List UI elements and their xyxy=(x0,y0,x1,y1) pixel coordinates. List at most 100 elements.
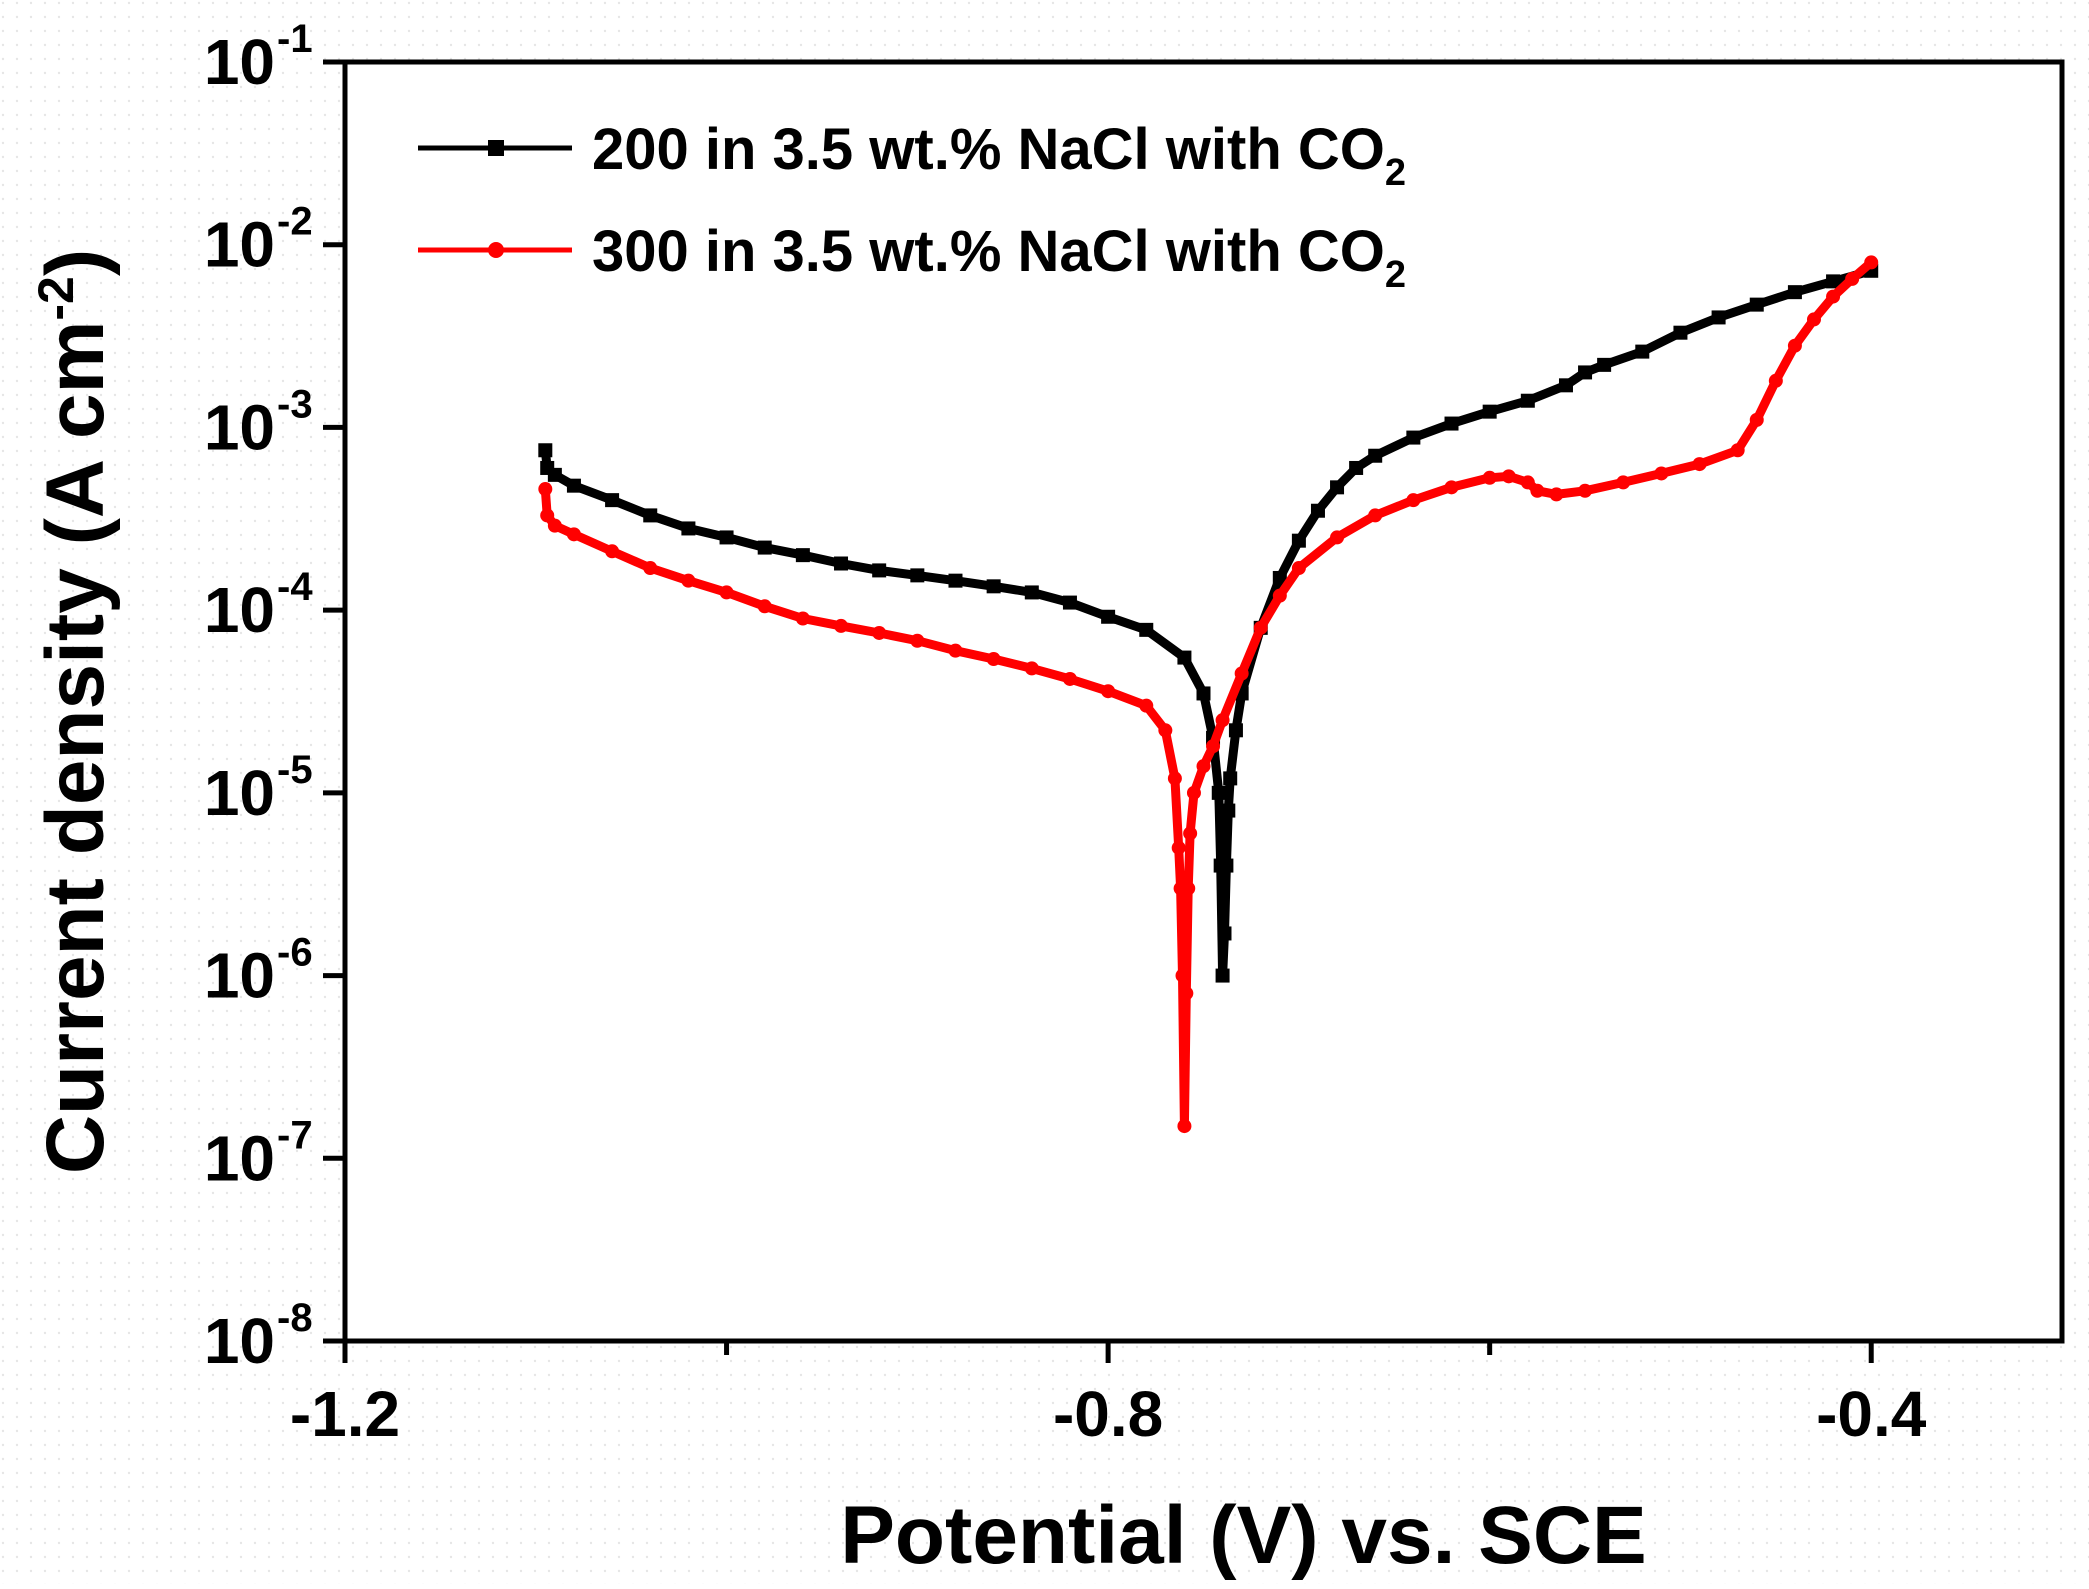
data-point xyxy=(1272,570,1287,585)
data-point xyxy=(681,521,696,536)
data-point xyxy=(1179,986,1194,1001)
data-point xyxy=(1024,585,1039,600)
data-point xyxy=(1406,430,1421,445)
plot-frame xyxy=(342,59,2065,1344)
data-point xyxy=(1654,466,1669,481)
data-point xyxy=(1330,480,1345,495)
data-point xyxy=(1024,661,1039,676)
data-point xyxy=(1501,469,1516,484)
data-point xyxy=(1177,1119,1192,1134)
y-axis-title-close: ) xyxy=(30,249,121,276)
data-point xyxy=(719,585,734,600)
data-point xyxy=(910,633,925,648)
y-axis-title-main: Current density (A cm xyxy=(30,321,121,1175)
data-point xyxy=(566,527,581,542)
y-tick-exponent: -2 xyxy=(277,200,313,244)
data-point xyxy=(872,563,887,578)
data-point xyxy=(1253,620,1268,635)
y-tick-base: 10 xyxy=(204,757,275,829)
data-point xyxy=(1616,475,1631,490)
data-point xyxy=(1206,739,1221,754)
y-tick-label: 10 -7 xyxy=(204,1113,313,1194)
data-point xyxy=(1217,926,1232,941)
y-tick-label: 10 -1 xyxy=(204,17,313,98)
legend-label: 300 in 3.5 wt.% NaCl with CO2 xyxy=(592,219,1406,296)
legend-label-subscript: 2 xyxy=(1385,152,1406,194)
y-tick-exponent: -8 xyxy=(277,1296,313,1340)
data-point xyxy=(1228,723,1243,738)
data-point xyxy=(1177,650,1192,665)
data-point xyxy=(1139,698,1154,713)
data-point xyxy=(795,611,810,626)
data-point xyxy=(719,530,734,545)
data-point xyxy=(1101,609,1116,624)
data-point xyxy=(986,652,1001,667)
data-point xyxy=(566,478,581,493)
data-point xyxy=(1291,533,1306,548)
data-point xyxy=(1558,378,1573,393)
data-point xyxy=(1139,622,1154,637)
legend-label-main: 200 in 3.5 wt.% NaCl with CO xyxy=(592,117,1385,182)
data-point xyxy=(1062,595,1077,610)
data-point xyxy=(1221,803,1236,818)
data-point xyxy=(1181,881,1196,896)
data-point xyxy=(1787,285,1802,300)
data-point xyxy=(1196,686,1211,701)
data-point xyxy=(1768,373,1783,388)
y-tick-exponent: -3 xyxy=(277,382,313,426)
data-point xyxy=(1330,530,1345,545)
data-point xyxy=(1349,460,1364,475)
data-point xyxy=(1444,416,1459,431)
data-point xyxy=(538,443,553,458)
data-point xyxy=(1597,357,1612,372)
data-point xyxy=(1215,713,1230,728)
data-point xyxy=(681,573,696,588)
data-point xyxy=(757,599,772,614)
x-tick-label: -0.8 xyxy=(1053,1378,1163,1450)
data-point xyxy=(1482,470,1497,485)
y-tick-label: 10 -4 xyxy=(204,565,314,646)
y-tick-label: 10 -6 xyxy=(204,931,313,1012)
data-point xyxy=(1272,588,1287,603)
data-point xyxy=(1101,684,1116,699)
data-point xyxy=(1673,325,1688,340)
y-tick-label: 10 -8 xyxy=(204,1296,313,1377)
y-tick-base: 10 xyxy=(204,940,275,1012)
data-point xyxy=(1219,858,1234,873)
x-axis-title: Potential (V) vs. SCE xyxy=(840,1490,1647,1581)
y-tick-exponent: -1 xyxy=(277,17,313,61)
data-point xyxy=(1171,840,1186,855)
data-point xyxy=(1444,480,1459,495)
y-tick-label: 10 -3 xyxy=(204,382,313,463)
data-point xyxy=(1368,508,1383,523)
legend-marker xyxy=(488,140,504,156)
data-point xyxy=(643,508,658,523)
data-point xyxy=(1223,771,1238,786)
data-point xyxy=(1062,671,1077,686)
y-axis-title-superscript: -2 xyxy=(28,276,84,320)
data-point xyxy=(538,482,553,497)
data-point xyxy=(1692,457,1707,472)
data-point xyxy=(1635,344,1650,359)
legend-label-main: 300 in 3.5 wt.% NaCl with CO xyxy=(592,219,1385,284)
data-point xyxy=(795,548,810,563)
data-point xyxy=(872,625,887,640)
legend-entry-1: 200 in 3.5 wt.% NaCl with CO2 xyxy=(418,117,1406,194)
x-tick-label: -1.2 xyxy=(290,1378,400,1450)
y-tick-label: 10 -5 xyxy=(204,748,313,829)
y-tick-exponent: -6 xyxy=(277,931,313,975)
data-point xyxy=(1183,826,1198,841)
data-point xyxy=(547,467,562,482)
y-tick-base: 10 xyxy=(204,209,275,281)
data-point xyxy=(986,579,1001,594)
y-tick-label: 10 -2 xyxy=(204,200,313,281)
data-point xyxy=(1234,666,1249,681)
legend-entry-2: 300 in 3.5 wt.% NaCl with CO2 xyxy=(418,219,1406,296)
data-point xyxy=(948,573,963,588)
y-axis-title: Current density (A cm-2) xyxy=(28,249,121,1174)
data-point xyxy=(1406,493,1421,508)
data-point xyxy=(605,493,620,508)
